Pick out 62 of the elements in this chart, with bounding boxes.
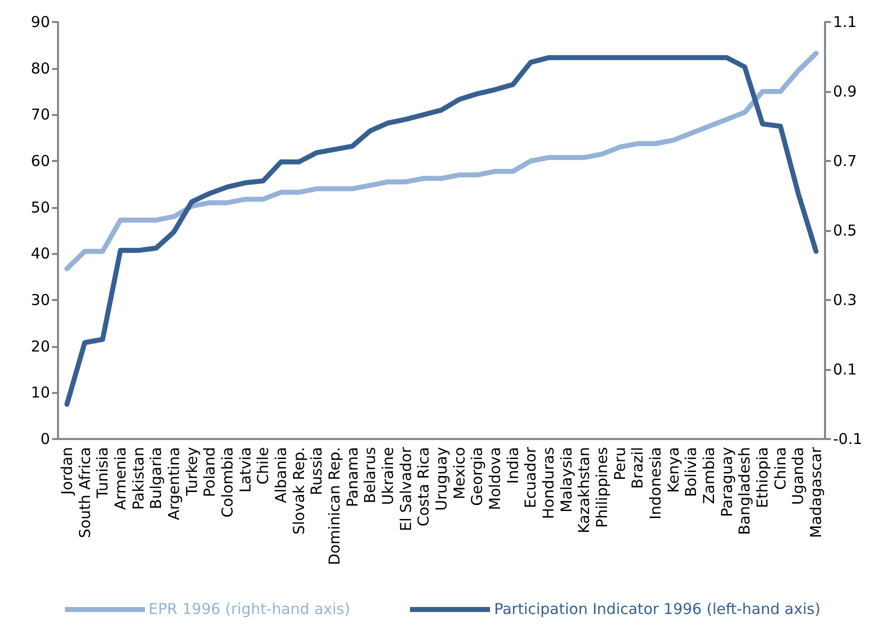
y2-tick-label: 0.7 xyxy=(833,152,857,170)
y-tick-label: 90 xyxy=(30,13,50,31)
x-tick-label: Panama xyxy=(343,447,362,508)
x-tick-label: Poland xyxy=(200,447,219,498)
y2-tick-label: -0.1 xyxy=(833,430,862,448)
x-tick-label: Madagascar xyxy=(807,446,826,538)
x-tick-label: Ukraine xyxy=(378,447,397,505)
x-tick-label: Malaysia xyxy=(557,447,576,513)
x-tick-label: Paraguay xyxy=(718,446,736,518)
x-tick-label: Tunisia xyxy=(94,447,112,500)
x-tick-label: Honduras xyxy=(540,446,558,520)
x-tick-label: Albania xyxy=(272,447,290,504)
y-tick-label: 50 xyxy=(30,198,50,216)
x-tick-label: Indonesia xyxy=(646,447,665,520)
text: EPR 1996 (right-hand axis) xyxy=(148,600,350,618)
x-tick-label: Zambia xyxy=(700,447,718,504)
y-tick-label: 70 xyxy=(30,106,50,124)
x-tick-label: China xyxy=(771,447,790,490)
x-tick-label: Philippines xyxy=(593,446,612,528)
y-tick-label: 10 xyxy=(30,384,50,402)
y2-tick-label: 0.5 xyxy=(833,222,857,240)
y-tick-label: 0 xyxy=(40,430,50,448)
y2-tick-label: 0.1 xyxy=(833,360,857,378)
y-tick-label: 60 xyxy=(30,152,50,170)
x-tick-label: Bulgaria xyxy=(147,447,166,510)
x-tick-label: South Africa xyxy=(76,447,94,538)
x-tick-label: Armenia xyxy=(111,447,130,510)
x-tick-label: Georgia xyxy=(468,447,486,506)
x-tick-label: Argentina xyxy=(164,447,183,520)
y2-tick-label: 0.3 xyxy=(833,291,857,309)
x-tick-label: Mexico xyxy=(450,447,468,500)
x-tick-label: Uruguay xyxy=(432,446,450,511)
y2-tick-label: 0.9 xyxy=(833,82,857,100)
x-tick-label: Bolivia xyxy=(682,447,700,498)
x-tick-label: Moldova xyxy=(486,447,504,510)
x-tick-label: Ecuador xyxy=(522,446,540,508)
x-tick-label: Russia xyxy=(308,447,326,496)
y2-tick-label: 1.1 xyxy=(833,13,857,31)
x-tick-label: Ethiopia xyxy=(754,447,772,508)
x-tick-label: Peru xyxy=(610,447,629,480)
x-tick-label: Kenya xyxy=(664,447,682,493)
y-tick-label: 20 xyxy=(30,337,50,356)
x-tick-label: El Salvador xyxy=(396,446,415,532)
x-tick-label: Dominican Rep. xyxy=(325,447,344,566)
x-tick-label: Turkey xyxy=(182,446,201,497)
y-tick-label: 80 xyxy=(30,59,50,78)
x-tick-label: Bangladesh xyxy=(736,447,754,535)
y-tick-label: 30 xyxy=(30,291,50,309)
x-tick-label: Pakistan xyxy=(129,447,148,510)
x-tick-label: Brazil xyxy=(628,447,647,489)
x-tick-label: Belarus xyxy=(361,446,380,504)
x-tick-label: Costa Rica xyxy=(414,447,433,526)
text: Participation Indicator 1996 (left-hand axis) xyxy=(494,600,820,618)
x-tick-label: India xyxy=(504,447,522,484)
x-tick-label: Slovak Rep. xyxy=(290,447,308,535)
x-tick-label: Latvia xyxy=(236,447,254,493)
y-tick-label: 40 xyxy=(30,244,50,263)
x-tick-label: Kazakhstan xyxy=(575,447,594,534)
x-tick-label: Uganda xyxy=(789,447,808,505)
x-tick-label: Chile xyxy=(254,447,272,485)
x-tick-label: Colombia xyxy=(218,447,236,518)
x-tick-label: Jordan xyxy=(58,447,76,496)
